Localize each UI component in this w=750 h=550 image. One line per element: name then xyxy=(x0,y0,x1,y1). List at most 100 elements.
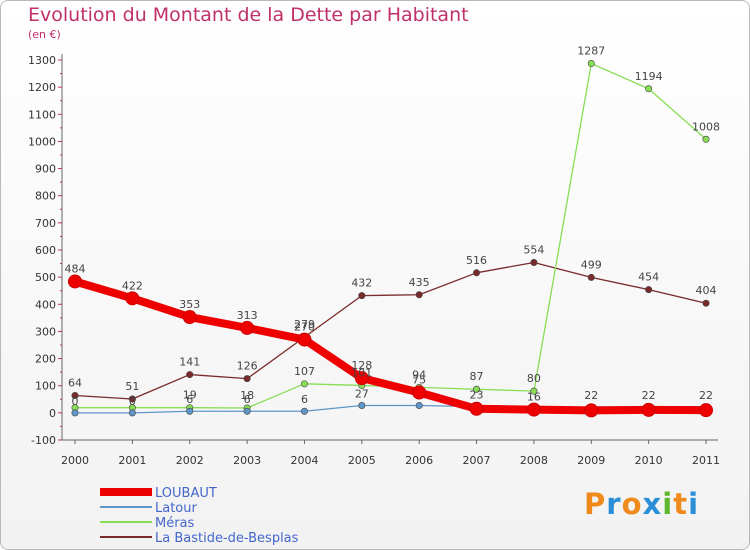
data-point xyxy=(186,371,194,379)
data-label: 0 xyxy=(129,395,136,408)
data-point xyxy=(587,60,595,68)
chart-plot-area: 484 422 353 313 270 128 75 0 0 6 6 6 27 23 16 22 22 22 19 1… xyxy=(65,45,721,418)
y-tick-label: 300 xyxy=(35,325,56,338)
chart-title: Evolution du Montant de la Dette par Hab… xyxy=(28,4,469,26)
data-label: 19 xyxy=(183,389,197,402)
y-tick-label: 100 xyxy=(35,380,56,393)
data-label: 22 xyxy=(699,389,713,402)
x-tick-label: 2003 xyxy=(233,454,261,467)
data-label: 22 xyxy=(642,389,656,402)
data-point xyxy=(240,320,255,335)
series-la-bastide-de-besplas xyxy=(71,258,710,403)
data-label: 18 xyxy=(240,389,254,402)
x-tick-label: 2002 xyxy=(176,454,204,467)
x-tick-label: 2009 xyxy=(577,454,605,467)
y-tick-label: 1200 xyxy=(28,81,56,94)
series-loubaut xyxy=(68,274,713,418)
data-point xyxy=(300,407,308,415)
data-point xyxy=(584,403,599,418)
x-tick-label: 2007 xyxy=(463,454,491,467)
data-point xyxy=(300,380,308,388)
series-m-ras xyxy=(71,60,710,412)
data-point xyxy=(699,403,713,418)
data-labels: 484 422 353 313 270 128 75 0 0 6 6 6 27 23 16 22 22 22 19 1… xyxy=(65,45,721,408)
y-tick-label: -100 xyxy=(31,434,56,447)
data-label: 22 xyxy=(584,389,598,402)
data-label: 128 xyxy=(351,359,372,372)
y-tick-label: 400 xyxy=(35,298,56,311)
x-tick-label: 2000 xyxy=(61,454,89,467)
data-point xyxy=(530,258,538,266)
data-point xyxy=(530,387,538,395)
y-tick-label: 1300 xyxy=(28,54,56,67)
data-label: 80 xyxy=(527,372,541,385)
y-tick-label: 800 xyxy=(35,190,56,203)
data-label: 6 xyxy=(301,393,308,406)
data-point xyxy=(358,292,366,300)
series-line xyxy=(73,277,707,415)
data-label: 432 xyxy=(351,277,372,290)
data-point xyxy=(645,85,653,93)
data-label: 499 xyxy=(581,258,602,271)
x-tick-label: 2010 xyxy=(635,454,663,467)
data-point xyxy=(526,402,541,417)
data-point xyxy=(412,385,427,400)
data-point xyxy=(71,391,79,399)
legend-label: Latour xyxy=(155,501,197,516)
data-point xyxy=(243,375,251,383)
y-tick-label: 600 xyxy=(35,244,56,257)
data-label: 404 xyxy=(696,284,717,297)
data-label: 87 xyxy=(470,370,484,383)
data-point xyxy=(354,371,369,386)
data-label: 454 xyxy=(638,271,659,284)
data-point xyxy=(128,409,136,417)
data-point xyxy=(473,269,481,277)
data-point xyxy=(645,286,653,294)
data-point xyxy=(68,274,82,289)
data-label: 51 xyxy=(125,380,139,393)
x-tick-label: 2011 xyxy=(692,454,720,467)
legend-label: Méras xyxy=(155,516,195,531)
data-label: 6 xyxy=(186,393,193,406)
data-point xyxy=(297,332,312,347)
legend-label: LOUBAUT xyxy=(155,486,217,501)
data-label: 516 xyxy=(466,254,487,267)
x-tick-label: 2004 xyxy=(290,454,318,467)
data-label: 126 xyxy=(237,360,258,373)
data-point xyxy=(243,407,251,415)
data-label: 422 xyxy=(122,279,143,292)
y-tick-label: 1100 xyxy=(28,108,56,121)
data-point xyxy=(702,299,710,307)
data-label: 94 xyxy=(412,368,426,381)
y-tick-label: 900 xyxy=(35,163,56,176)
data-point xyxy=(71,409,79,417)
data-point xyxy=(415,291,423,299)
data-label: 1287 xyxy=(577,45,605,58)
x-tick-label: 2008 xyxy=(520,454,548,467)
y-tick-label: 1000 xyxy=(28,135,56,148)
data-label: 1194 xyxy=(635,70,663,83)
data-point xyxy=(128,395,136,403)
data-label: 107 xyxy=(294,365,315,378)
data-label: 27 xyxy=(355,388,369,401)
data-label: 313 xyxy=(237,309,258,322)
series-line xyxy=(74,261,707,400)
data-label: 1008 xyxy=(692,120,720,133)
y-tick-label: 0 xyxy=(49,407,56,420)
data-point xyxy=(473,385,481,393)
data-label: 6 xyxy=(244,393,251,406)
y-tick-label: 700 xyxy=(35,217,56,230)
data-label: 435 xyxy=(409,276,430,289)
data-point xyxy=(182,310,197,325)
data-label: 141 xyxy=(179,356,200,369)
data-point xyxy=(415,402,423,410)
data-label: 23 xyxy=(470,389,484,402)
data-label: 0 xyxy=(72,395,79,408)
data-label: 353 xyxy=(179,298,200,311)
x-tick-label: 2001 xyxy=(118,454,146,467)
data-label: 484 xyxy=(65,262,86,275)
data-label: 270 xyxy=(294,321,315,334)
data-point xyxy=(125,291,140,306)
